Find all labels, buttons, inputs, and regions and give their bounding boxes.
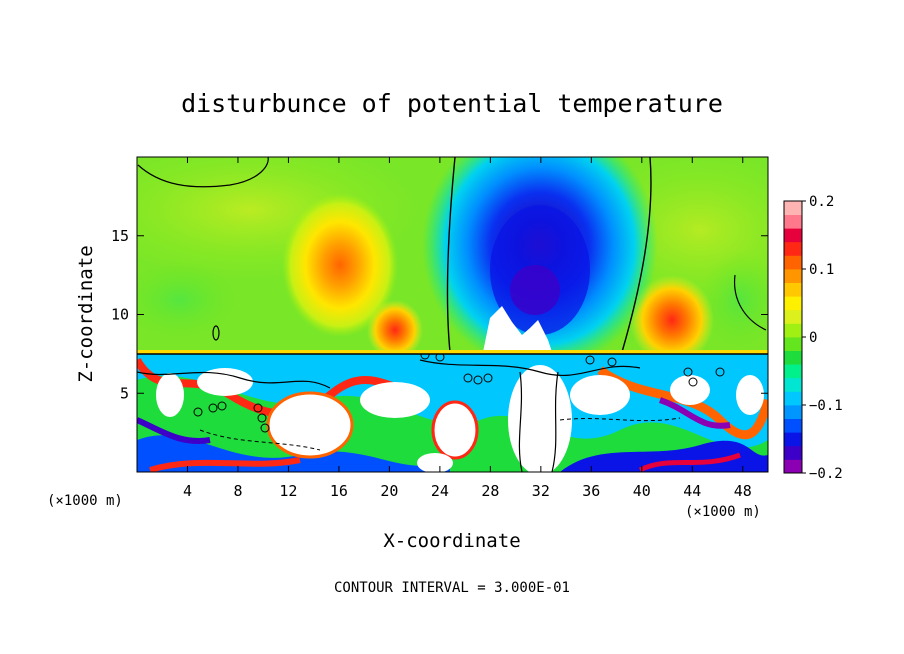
y-axis: 5 10 15 [111, 227, 768, 402]
inversion-band [137, 350, 768, 354]
x-tick-label: 28 [481, 482, 499, 500]
colorbar-swatch [784, 309, 802, 324]
y-tick-label: 5 [120, 384, 129, 402]
cold-core-inner [510, 265, 560, 315]
colorbar-tick-label: −0.2 [809, 466, 843, 482]
colorbar-swatch [784, 405, 802, 419]
colorbar-tick-label: 0 [809, 330, 817, 346]
colorbar-swatch [784, 364, 802, 379]
colorbar-tick-label: −0.1 [809, 398, 843, 414]
contour-small-loop [212, 325, 220, 341]
contour-right-edge [733, 274, 767, 331]
plot-area [137, 157, 768, 472]
contour-interval-label: CONTOUR INTERVAL = 3.000E-01 [334, 580, 570, 596]
colorbar-swatch [784, 445, 802, 460]
x-unit-right: (×1000 m) [685, 504, 761, 520]
colorbar-swatch [784, 432, 802, 447]
colorbar-swatch [784, 269, 802, 283]
field-green-patch [137, 260, 240, 340]
x-tick-label: 44 [683, 482, 701, 500]
colorbar-swatch [784, 201, 802, 215]
colorbar-tick-label: 0.1 [809, 262, 834, 278]
y-axis-label: Z-coordinate [75, 245, 97, 382]
turbulent-layer [137, 353, 768, 472]
x-tick-label: 8 [233, 482, 242, 500]
colorbar-swatch [784, 214, 802, 229]
x-tick-label: 24 [431, 482, 449, 500]
colorbar-swatch [784, 391, 802, 406]
contour-topleft [137, 157, 269, 188]
zero-contour-right [621, 157, 652, 353]
colorbar-swatch [784, 418, 802, 433]
x-tick-label: 16 [330, 482, 348, 500]
colorbar-swatch [784, 459, 802, 474]
x-tick-label: 48 [734, 482, 752, 500]
warm-anomaly-mid [367, 300, 423, 360]
colorbar-swatch [784, 282, 802, 297]
colorbar-swatch [784, 241, 802, 256]
x-axis: 4 8 12 16 20 24 28 32 36 40 44 48 [183, 157, 752, 500]
x-tick-label: 4 [183, 482, 192, 500]
warm-anomaly-right [630, 275, 714, 365]
colorbar-swatch [784, 255, 802, 270]
zero-contour-left [446, 157, 456, 353]
chart-title: disturbunce of potential temperature [181, 89, 723, 118]
colorbar-swatch [784, 337, 802, 351]
colorbar-swatch [784, 296, 802, 311]
colorbar-swatch [784, 377, 802, 392]
x-tick-label: 12 [279, 482, 297, 500]
x-tick-label: 20 [380, 482, 398, 500]
warm-anomaly-upper [282, 193, 398, 337]
colorbar-swatch [784, 323, 802, 338]
x-unit-left: (×1000 m) [47, 493, 123, 509]
white-plume [483, 306, 552, 352]
x-axis-label: X-coordinate [383, 530, 520, 552]
x-tick-label: 32 [532, 482, 550, 500]
x-tick-label: 40 [633, 482, 651, 500]
x-tick-label: 36 [582, 482, 600, 500]
y-tick-label: 10 [111, 306, 129, 324]
colorbar: 0.2 0.1 0 −0.1 −0.2 [783, 194, 843, 482]
colorbar-swatch [784, 228, 802, 243]
y-tick-label: 15 [111, 227, 129, 245]
colorbar-tick-label: 0.2 [809, 194, 834, 210]
colorbar-swatch [784, 350, 802, 365]
field-green-patch [700, 250, 768, 350]
